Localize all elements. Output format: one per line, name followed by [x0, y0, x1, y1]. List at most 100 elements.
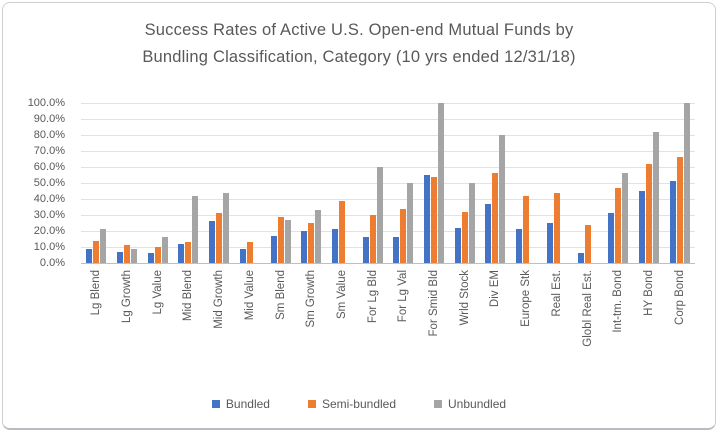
bar-semi-bundled: [216, 213, 223, 263]
legend-label: Semi-bundled: [321, 397, 397, 411]
chart-title-line1: Success Rates of Active U.S. Open-end Mu…: [144, 21, 574, 39]
bar-group-lg-growth: [112, 103, 143, 263]
bar-semi-bundled: [400, 208, 407, 263]
bar-semi-bundled: [431, 176, 438, 263]
y-tick-label: 70.0%: [33, 145, 65, 157]
bar-semi-bundled: [124, 245, 131, 263]
x-tick-label: Europe Stk: [520, 270, 533, 327]
bar-bundled: [239, 248, 246, 263]
x-axis-line: [81, 263, 695, 264]
bar-bundled: [362, 237, 369, 263]
bar-semi-bundled: [369, 215, 376, 263]
x-tick-label: For Lg Val: [397, 270, 410, 323]
bar-group-for-lg-bld: [357, 103, 388, 263]
bar-group-sm-growth: [296, 103, 327, 263]
x-tick-label: Lg Blend: [90, 270, 103, 316]
bar-group-wrld-stock: [449, 103, 480, 263]
bar-semi-bundled: [584, 224, 591, 263]
bar-group-hy-bond: [634, 103, 665, 263]
bar-unbundled: [284, 219, 291, 263]
bar-bundled: [608, 213, 615, 263]
bar-unbundled: [653, 131, 659, 263]
bar-group-mid-growth: [204, 103, 235, 263]
bar-group-mid-blend: [173, 103, 204, 263]
y-tick-label: 90.0%: [33, 113, 65, 125]
bar-bundled: [639, 191, 645, 263]
bar-group-europe-stk: [511, 103, 542, 263]
bar-semi-bundled: [615, 187, 622, 263]
gridline: [81, 103, 695, 104]
gridline: [81, 199, 695, 200]
gridline: [81, 183, 695, 184]
legend: Bundled Semi-bundled Unbundled: [3, 397, 715, 411]
bar-unbundled: [407, 183, 414, 263]
legend-swatch-icon: [307, 400, 316, 408]
x-tick-label: Wrld Stock: [458, 270, 471, 326]
y-tick-label: 20.0%: [33, 225, 65, 237]
x-tick-label: Mid Value: [243, 270, 256, 321]
bar-unbundled: [161, 237, 168, 263]
bar-semi-bundled: [308, 223, 315, 263]
bar-semi-bundled: [461, 211, 468, 263]
bar-group-mid-value: [235, 103, 266, 263]
bar-unbundled: [376, 167, 383, 263]
bar-group-sm-value: [327, 103, 358, 263]
gridline: [81, 135, 695, 136]
bar-unbundled: [683, 103, 690, 263]
x-tick-label: Int-tm. Bond: [612, 270, 625, 333]
bar-bundled: [454, 227, 461, 263]
bar-semi-bundled: [492, 173, 499, 263]
bar-unbundled: [315, 210, 322, 263]
bar-bundled: [516, 229, 523, 263]
gridline: [81, 231, 695, 232]
x-tick-label: Sm Value: [335, 270, 348, 320]
bar-unbundled: [131, 248, 138, 263]
gridline: [81, 151, 695, 152]
bar-bundled: [669, 181, 676, 263]
x-tick-label: Div EM: [489, 270, 502, 308]
legend-swatch-icon: [434, 400, 443, 408]
gridline: [81, 247, 695, 248]
x-tick-label: Mid Growth: [213, 270, 226, 329]
bar-semi-bundled: [553, 192, 560, 263]
bar-bundled: [301, 231, 308, 263]
bar-unbundled: [468, 183, 475, 263]
legend-label: Bundled: [225, 397, 270, 411]
bar-group-for-smid-bld: [419, 103, 450, 263]
bar-unbundled: [100, 229, 107, 263]
legend-item-semi-bundled: Semi-bundled: [307, 397, 397, 411]
y-tick-label: 10.0%: [33, 241, 65, 253]
bar-semi-bundled: [338, 200, 345, 263]
bar-semi-bundled: [676, 157, 683, 263]
bar-unbundled: [223, 192, 230, 263]
bar-unbundled: [499, 135, 506, 263]
y-tick-label: 40.0%: [33, 193, 65, 205]
bar-bundled: [331, 229, 338, 263]
y-tick-label: 0.0%: [39, 257, 65, 269]
bar-group-sm-blend: [265, 103, 296, 263]
bar-bundled: [147, 253, 154, 263]
bar-semi-bundled: [93, 240, 100, 263]
bar-unbundled: [192, 195, 199, 263]
legend-item-bundled: Bundled: [211, 397, 270, 411]
bar-unbundled: [622, 173, 629, 263]
y-tick-label: 60.0%: [33, 161, 65, 173]
bar-bundled: [86, 248, 93, 263]
x-tick-label: Corp Bond: [673, 270, 686, 325]
bar-bundled: [485, 203, 492, 263]
bar-group-for-lg-val: [388, 103, 419, 263]
bar-group-corp-bond: [664, 103, 695, 263]
bar-group-lg-value: [142, 103, 173, 263]
y-tick-label: 30.0%: [33, 209, 65, 221]
bar-bundled: [424, 175, 431, 263]
bar-bundled: [178, 243, 185, 263]
y-tick-label: 100.0%: [27, 97, 65, 109]
bar-bundled: [393, 237, 400, 263]
legend-swatch-icon: [211, 400, 220, 408]
x-tick-label: Sm Growth: [305, 270, 318, 328]
legend-label: Unbundled: [448, 397, 507, 411]
bar-semi-bundled: [154, 247, 161, 263]
bar-bundled: [270, 235, 277, 263]
y-tick-label: 80.0%: [33, 129, 65, 141]
chart-title: Success Rates of Active U.S. Open-end Mu…: [3, 17, 715, 71]
